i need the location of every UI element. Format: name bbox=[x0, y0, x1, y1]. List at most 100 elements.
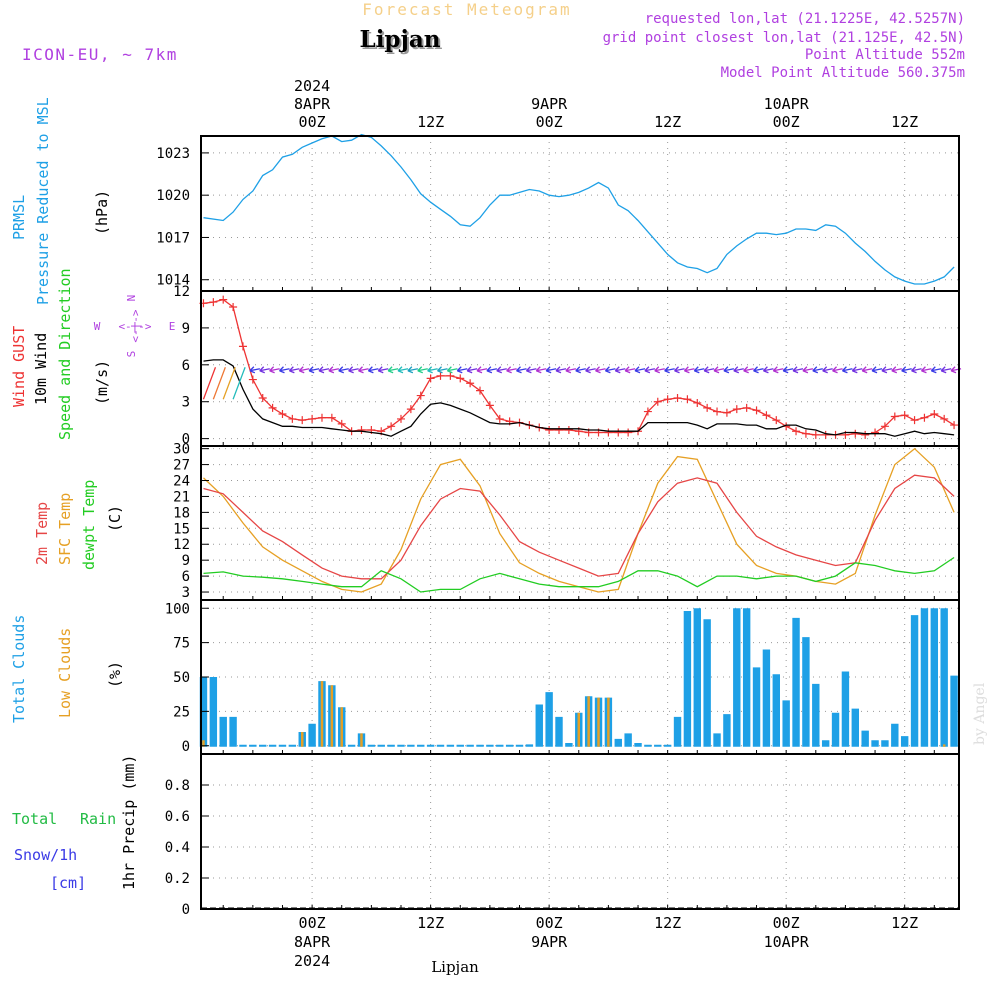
snow-unit-label: [cm] bbox=[50, 874, 86, 892]
y-tick-label: 1017 bbox=[156, 230, 190, 246]
wind-arrow bbox=[920, 366, 932, 374]
precip-axis-label: 1hr Precip (mm) bbox=[120, 755, 138, 890]
compass-n: N bbox=[125, 295, 138, 302]
wind-arrow bbox=[496, 366, 507, 374]
wind-arrow bbox=[348, 366, 359, 374]
wind-arrow bbox=[624, 366, 636, 374]
gust-marker bbox=[229, 302, 238, 311]
temp-2m-line bbox=[203, 474, 955, 580]
total-cloud-bar bbox=[910, 615, 919, 747]
gust-marker bbox=[238, 342, 247, 351]
y-tick-label: 18 bbox=[173, 505, 190, 521]
gust-marker bbox=[337, 419, 346, 428]
wind-arrow bbox=[437, 366, 448, 374]
gust-marker bbox=[910, 416, 919, 425]
time-label-top: 12Z bbox=[654, 113, 681, 131]
y-tick-label: 21 bbox=[173, 489, 190, 505]
percent-label: (%) bbox=[106, 661, 124, 688]
cloud-labels: Total Clouds Low Clouds (%) bbox=[10, 615, 124, 723]
total-cloud-bar bbox=[851, 708, 860, 747]
y-tick-label: 0 bbox=[182, 432, 190, 448]
time-label-bottom: 12Z bbox=[417, 914, 444, 932]
pressure-line bbox=[203, 133, 955, 285]
total-cloud-bar bbox=[812, 683, 820, 747]
point-altitude: Point Altitude 552m bbox=[805, 47, 965, 63]
compass-we-arrows: <-|-> bbox=[118, 320, 151, 333]
total-cloud-bar bbox=[417, 744, 425, 747]
wind-arrow bbox=[703, 366, 715, 374]
y-tick-label: 6 bbox=[182, 358, 190, 374]
time-label-bottom: 9APR bbox=[531, 933, 568, 951]
y-tick-label: 0.6 bbox=[165, 809, 190, 825]
wind-arrow bbox=[397, 366, 409, 374]
wind-arrow bbox=[822, 366, 833, 374]
wind-arrow bbox=[683, 366, 695, 374]
wind-arrow bbox=[851, 366, 863, 374]
total-cloud-bar bbox=[940, 608, 948, 747]
gust-marker bbox=[387, 422, 396, 431]
total-cloud-bar bbox=[486, 744, 494, 747]
model-label: ICON-EU, ~ 7km bbox=[22, 45, 178, 64]
time-label-bottom: 10APR bbox=[764, 933, 810, 951]
gust-marker bbox=[555, 426, 564, 435]
wind-arrow bbox=[733, 366, 744, 374]
total-cloud-bar bbox=[920, 608, 929, 747]
gust-marker bbox=[722, 408, 731, 417]
low-cloud-bar bbox=[202, 740, 205, 747]
gust-marker bbox=[219, 295, 228, 304]
gust-marker bbox=[871, 428, 880, 437]
wind-arrow bbox=[762, 366, 774, 374]
wind-arrow bbox=[446, 366, 458, 374]
low-cloud-bar bbox=[320, 681, 324, 747]
y-tick-label: 50 bbox=[173, 670, 190, 686]
wind-arrow bbox=[427, 366, 438, 374]
y-tick-label: 0.4 bbox=[165, 840, 190, 856]
low-cloud-bar bbox=[360, 733, 363, 747]
gust-marker bbox=[278, 410, 287, 419]
gust-marker bbox=[209, 298, 218, 307]
time-label-bottom: 12Z bbox=[891, 914, 918, 932]
y-tick-label: 1014 bbox=[156, 273, 190, 289]
total-cloud-bar bbox=[762, 649, 771, 747]
gust-marker bbox=[248, 375, 257, 384]
wind-arrow bbox=[575, 366, 586, 374]
wind-arrow bbox=[604, 366, 616, 374]
total-cloud-bar bbox=[723, 714, 731, 747]
wind-arrow bbox=[743, 366, 754, 374]
total-cloud-bar bbox=[772, 674, 780, 747]
wind-arrow bbox=[723, 366, 735, 374]
wind-arrow bbox=[644, 366, 656, 374]
total-cloud-bar bbox=[209, 677, 218, 747]
total-cloud-bar bbox=[268, 744, 277, 747]
total-cloud-bar bbox=[683, 611, 692, 747]
y-tick-label: 25 bbox=[173, 704, 190, 720]
wind-arrow bbox=[930, 366, 942, 374]
total-cloud-bar bbox=[831, 712, 840, 747]
wind-arrow bbox=[832, 366, 843, 374]
gust-marker bbox=[940, 414, 949, 423]
wind-arrow bbox=[466, 366, 478, 374]
gust-marker bbox=[930, 410, 939, 419]
gust-marker bbox=[811, 430, 820, 439]
total-cloud-bar bbox=[308, 723, 316, 747]
y-tick-label: 3 bbox=[182, 395, 190, 411]
frame-layer bbox=[200, 135, 960, 910]
y-tick-label: 0 bbox=[182, 902, 190, 918]
total-cloud-bar bbox=[950, 675, 958, 747]
total-cloud-bar bbox=[239, 744, 247, 747]
wind-arrow bbox=[417, 366, 428, 374]
gust-marker bbox=[456, 374, 465, 383]
axis-layer: 1014101710201023036912369121518212427300… bbox=[156, 77, 935, 970]
wind-arrow bbox=[792, 366, 804, 374]
total-cloud-bar bbox=[821, 740, 830, 747]
compass-s: S bbox=[125, 351, 138, 358]
gust-marker bbox=[436, 371, 445, 380]
total-cloud-bar bbox=[229, 716, 237, 747]
total-cloud-bar bbox=[555, 716, 563, 747]
total-cloud-bar bbox=[436, 744, 445, 747]
footer-location: Lipjan bbox=[431, 958, 479, 976]
gust-marker bbox=[466, 379, 475, 388]
wind-arrow bbox=[318, 366, 330, 374]
compass-rose: N S W E <-|-> <-|-> bbox=[94, 295, 176, 358]
wind-arrow bbox=[841, 366, 853, 374]
